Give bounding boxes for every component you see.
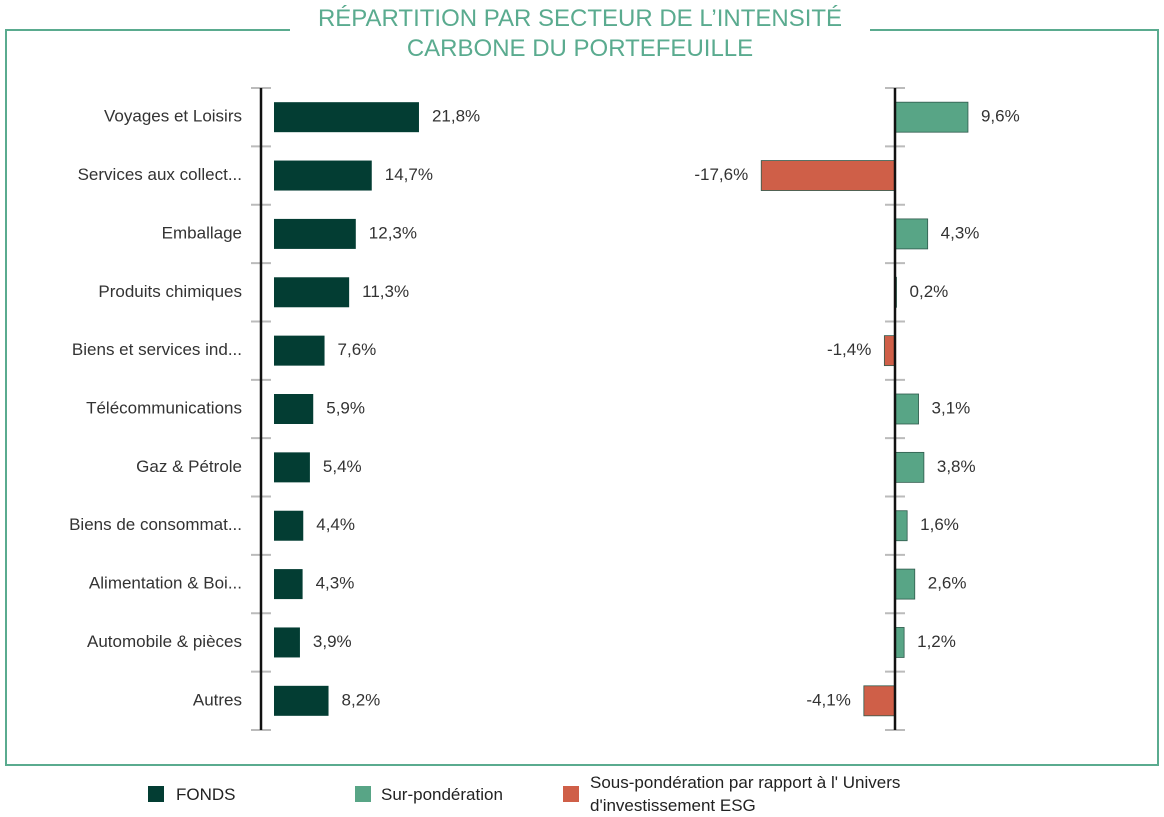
value-label: 5,4% bbox=[323, 457, 362, 476]
bar bbox=[274, 277, 350, 308]
bar bbox=[894, 218, 929, 250]
value-label: 4,4% bbox=[316, 515, 355, 534]
category-label: Télécommunications bbox=[86, 398, 242, 417]
legend-label: Sous-pondération par rapport à l' Univer… bbox=[590, 773, 901, 815]
bar bbox=[274, 335, 325, 366]
legend-label: FONDS bbox=[176, 785, 236, 804]
bar bbox=[274, 569, 303, 600]
bar bbox=[274, 510, 304, 541]
value-label: 1,6% bbox=[920, 515, 959, 534]
bar bbox=[274, 452, 310, 483]
value-label: 4,3% bbox=[316, 574, 355, 593]
category-label: Autres bbox=[193, 690, 242, 709]
value-label: 5,9% bbox=[326, 398, 365, 417]
value-label: 7,6% bbox=[338, 340, 377, 359]
legend-swatch bbox=[355, 786, 371, 802]
value-label: 8,2% bbox=[342, 690, 381, 709]
bar bbox=[274, 102, 419, 133]
value-label: 21,8% bbox=[432, 107, 480, 126]
category-label: Produits chimiques bbox=[98, 282, 242, 301]
value-label: -17,6% bbox=[694, 165, 748, 184]
value-label: 1,2% bbox=[917, 632, 956, 651]
value-label: 0,2% bbox=[910, 282, 949, 301]
value-label: 4,3% bbox=[941, 223, 980, 242]
bar bbox=[274, 627, 300, 658]
legend-swatch bbox=[563, 786, 579, 802]
value-label: 14,7% bbox=[385, 165, 433, 184]
value-label: -1,4% bbox=[827, 340, 871, 359]
category-label: Automobile & pièces bbox=[87, 632, 242, 651]
legend-swatch bbox=[148, 786, 164, 802]
value-label: 9,6% bbox=[981, 107, 1020, 126]
category-label: Alimentation & Boi... bbox=[89, 574, 242, 593]
bar bbox=[894, 101, 969, 133]
bar bbox=[274, 685, 329, 716]
value-label: 3,1% bbox=[932, 398, 971, 417]
category-label: Biens et services ind... bbox=[72, 340, 242, 359]
category-label: Services aux collect... bbox=[78, 165, 242, 184]
legend-label: Sur-pondération bbox=[381, 785, 503, 804]
value-label: 12,3% bbox=[369, 223, 417, 242]
bar bbox=[274, 394, 314, 424]
value-label: 3,8% bbox=[937, 457, 976, 476]
bar bbox=[274, 160, 372, 191]
category-label: Voyages et Loisirs bbox=[104, 107, 242, 126]
chart-title: RÉPARTITION PAR SECTEUR DE L’INTENSITÉ C… bbox=[290, 4, 870, 64]
value-label: 2,6% bbox=[928, 574, 967, 593]
bar bbox=[760, 160, 896, 191]
bar bbox=[274, 218, 356, 249]
category-label: Emballage bbox=[162, 223, 242, 242]
value-label: 3,9% bbox=[313, 632, 352, 651]
value-label: 11,3% bbox=[362, 282, 409, 301]
bar bbox=[894, 451, 925, 483]
category-label: Gaz & Pétrole bbox=[136, 457, 242, 476]
value-label: -4,1% bbox=[806, 690, 850, 709]
category-label: Biens de consommat... bbox=[69, 515, 242, 534]
